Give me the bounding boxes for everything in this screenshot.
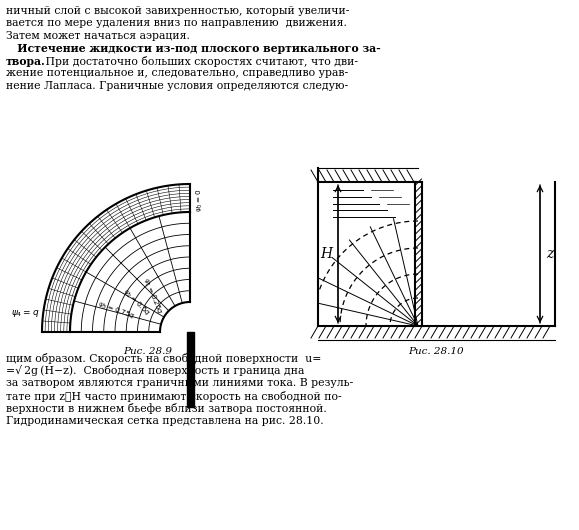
- Text: $\psi_0{=}0$: $\psi_0{=}0$: [195, 189, 205, 212]
- Text: нение Лапласа. Граничные условия определяются следую-: нение Лапласа. Граничные условия определ…: [6, 81, 348, 91]
- Text: за затвором являются граничными линиями тока. В резуль-: за затвором являются граничными линиями …: [6, 378, 353, 388]
- Text: =√ 2g (H−z).  Свободная поверхность и граница дна: =√ 2g (H−z). Свободная поверхность и гра…: [6, 366, 305, 376]
- Text: z: z: [546, 247, 554, 261]
- Text: H: H: [320, 247, 332, 261]
- Text: $\psi_3{=}0.75q$: $\psi_3{=}0.75q$: [96, 299, 136, 322]
- Text: верхности в нижнем бьефе вблизи затвора постоянной.: верхности в нижнем бьефе вблизи затвора …: [6, 403, 327, 414]
- Text: Гидродинамическая сетка представлена на рис. 28.10.: Гидродинамическая сетка представлена на …: [6, 416, 324, 426]
- Text: твора.: твора.: [6, 56, 46, 67]
- Text: При достаточно больших скоростях считают, что дви-: При достаточно больших скоростях считают…: [42, 56, 358, 67]
- Text: $\psi_1{=}0.25q$: $\psi_1{=}0.25q$: [141, 276, 164, 316]
- Text: Истечение жидкости из-под плоского вертикального за-: Истечение жидкости из-под плоского верти…: [6, 43, 381, 55]
- Text: Рис. 28.10: Рис. 28.10: [408, 347, 464, 356]
- Text: вается по мере удаления вниз по направлению  движения.: вается по мере удаления вниз по направле…: [6, 19, 347, 29]
- Text: Рис. 28.9: Рис. 28.9: [123, 347, 173, 356]
- Text: тате при z≪H часто принимают скорость на свободной по-: тате при z≪H часто принимают скорость на…: [6, 391, 342, 402]
- Text: жение потенциальное и, следовательно, справедливо урав-: жение потенциальное и, следовательно, сп…: [6, 68, 348, 78]
- Text: ничный слой с высокой завихренностью, который увеличи-: ничный слой с высокой завихренностью, ко…: [6, 6, 349, 16]
- Text: щим образом. Скорость на свободной поверхности  u=: щим образом. Скорость на свободной повер…: [6, 353, 321, 364]
- Text: $\psi_2{=}0.5q$: $\psi_2{=}0.5q$: [120, 287, 152, 319]
- Text: $\psi_4 = q$: $\psi_4 = q$: [12, 308, 40, 319]
- Text: Затем может начаться аэрация.: Затем может начаться аэрация.: [6, 31, 190, 41]
